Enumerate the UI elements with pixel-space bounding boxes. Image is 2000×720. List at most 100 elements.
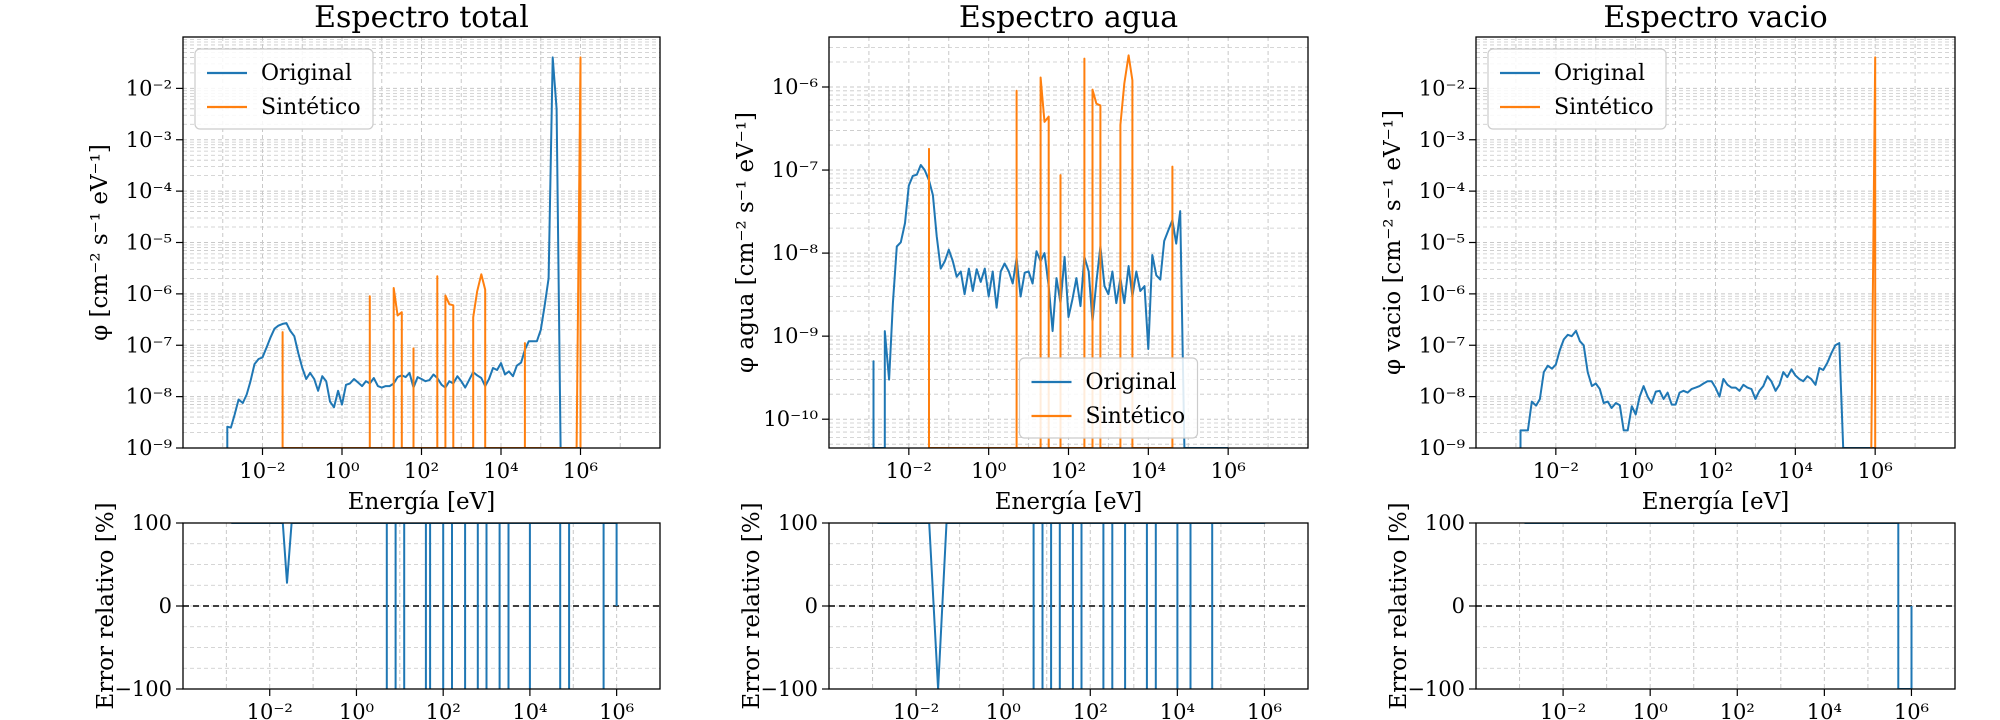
x-axis-label: Energía [eV] xyxy=(348,489,495,515)
water-spectrum-panel: 10⁻² 10⁰ 10² 10⁴ 10⁶ 10⁻¹⁰ 10⁻⁹ 10⁻⁸ 10⁻⁷ 10⁻⁶ Esp… xyxy=(733,0,1309,515)
chart-title: Espectro agua xyxy=(959,0,1178,35)
y-tick-label: 10⁻⁹ xyxy=(1419,436,1465,460)
sint-tico-series-line xyxy=(1870,56,1877,448)
y-tick-label: 10⁻⁷ xyxy=(1419,333,1465,357)
original-series-line xyxy=(1519,329,1876,448)
y-tick-label: 10⁻⁴ xyxy=(1419,179,1465,203)
y-tick-label: −100 xyxy=(114,677,172,701)
y-axis-label: φ agua [cm⁻² s⁻¹ eV⁻¹] xyxy=(733,112,759,373)
total-error-panel: 10⁻² 10⁰ 10² 10⁴ 10⁶ −100 0 100 Error relativo [… xyxy=(93,502,661,720)
y-tick-label: 10⁻⁹ xyxy=(126,436,172,460)
vacuum-spectrum-panel: 10⁻² 10⁰ 10² 10⁴ 10⁶ 10⁻⁹ 10⁻⁸ 10⁻⁷ 10⁻⁶ 10⁻⁵ 10⁻⁴… xyxy=(1380,0,1956,515)
y-tick-label: 10⁻⁴ xyxy=(126,179,172,203)
chart-title: Espectro vacio xyxy=(1603,0,1827,35)
legend: Original Sintético xyxy=(1487,48,1667,130)
y-tick-label: 10⁻⁶ xyxy=(126,282,172,306)
x-tick-label: 10⁻² xyxy=(1533,459,1579,483)
y-tick-label: 0 xyxy=(805,594,818,618)
vacuum-error-panel: 10⁻² 10⁰ 10² 10⁴ 10⁶ −100 0 100 Error relativo [… xyxy=(1386,502,1956,720)
legend-box xyxy=(1018,357,1199,439)
y-axis-label: Error relativo [%] xyxy=(1386,502,1412,709)
y-tick-label: 10⁻⁶ xyxy=(1419,282,1465,306)
y-axis-label: Error relativo [%] xyxy=(93,502,119,709)
x-tick-label: 10⁴ xyxy=(512,700,547,720)
water-error-series xyxy=(877,523,1266,689)
x-tick-label: 10⁰ xyxy=(971,459,1006,483)
legend-label: Sintético xyxy=(261,95,361,120)
water-spectrum-series xyxy=(872,54,1229,448)
x-tick-label: 10⁰ xyxy=(1618,459,1653,483)
x-tick-label: 10⁴ xyxy=(483,459,518,483)
x-tick-label: 10⁴ xyxy=(1131,459,1166,483)
y-tick-label: 10⁻³ xyxy=(126,128,172,152)
y-tick-label: 10⁻² xyxy=(1419,76,1465,100)
x-tick-label: 10⁶ xyxy=(563,459,598,483)
x-tick-label: 10⁶ xyxy=(1211,459,1246,483)
x-tick-label: 10⁶ xyxy=(599,700,634,720)
legend: Original Sintético xyxy=(1018,357,1199,439)
legend: Original Sintético xyxy=(194,48,374,130)
y-tick-label: −100 xyxy=(1407,677,1465,701)
y-tick-label: 10⁻⁵ xyxy=(126,231,172,255)
vacuum-spectrum-series xyxy=(1519,56,1877,448)
vacuum-error-series xyxy=(1524,523,1913,689)
total-spectrum-panel: 10⁻² 10⁰ 10² 10⁴ 10⁶ 10⁻⁹ 10⁻⁸ 10⁻⁷ 10⁻⁶ 10⁻⁵ 10⁻⁴… xyxy=(87,0,661,515)
x-tick-label: 10⁻² xyxy=(893,700,939,720)
x-tick-label: 10⁰ xyxy=(1633,700,1668,720)
y-tick-label: 10⁻⁸ xyxy=(1419,385,1465,409)
y-tick-label: 10⁻² xyxy=(126,76,172,100)
legend-label: Sintético xyxy=(1554,95,1654,120)
y-tick-label: 10⁻⁸ xyxy=(772,241,818,265)
x-tick-label: 10² xyxy=(1073,700,1108,720)
legend-label: Original xyxy=(1554,61,1645,86)
x-tick-label: 10⁰ xyxy=(986,700,1021,720)
legend-label: Original xyxy=(1086,370,1177,395)
x-tick-label: 10⁰ xyxy=(324,459,359,483)
y-axis-label: Error relativo [%] xyxy=(739,502,765,709)
y-tick-label: 100 xyxy=(1425,511,1465,535)
y-tick-label: 10⁻⁷ xyxy=(772,158,818,182)
x-tick-label: 10⁴ xyxy=(1778,459,1813,483)
error-series-line xyxy=(1524,523,1913,689)
x-tick-label: 10⁴ xyxy=(1807,700,1842,720)
y-tick-label: 10⁻⁷ xyxy=(126,333,172,357)
x-tick-label: 10⁻² xyxy=(247,700,293,720)
legend-box xyxy=(194,48,374,130)
x-tick-label: 10⁶ xyxy=(1858,459,1893,483)
x-axis-label: Energía [eV] xyxy=(995,489,1142,515)
y-tick-label: 0 xyxy=(159,594,172,618)
x-axis-label: Energía [eV] xyxy=(1642,489,1789,515)
y-tick-label: 10⁻³ xyxy=(1419,128,1465,152)
y-tick-label: 10⁻⁹ xyxy=(772,324,818,348)
x-tick-label: 10⁻² xyxy=(886,459,932,483)
x-tick-label: 10² xyxy=(1720,700,1755,720)
x-tick-label: 10⁻² xyxy=(239,459,285,483)
error-series-line xyxy=(877,523,1266,689)
x-tick-label: 10⁴ xyxy=(1160,700,1195,720)
y-axis-label: φ [cm⁻² s⁻¹ eV⁻¹] xyxy=(87,144,113,341)
x-tick-label: 10⁰ xyxy=(339,700,374,720)
chart-title: Espectro total xyxy=(314,0,529,35)
x-tick-label: 10⁶ xyxy=(1894,700,1929,720)
y-tick-label: 10⁻⁸ xyxy=(126,385,172,409)
y-tick-label: 100 xyxy=(778,511,818,535)
x-tick-label: 10² xyxy=(426,700,461,720)
y-tick-label: 10⁻⁶ xyxy=(772,75,818,99)
x-tick-label: 10⁻² xyxy=(1540,700,1586,720)
y-tick-label: −100 xyxy=(760,677,818,701)
water-error-panel: 10⁻² 10⁰ 10² 10⁴ 10⁶ −100 0 100 Error relativo [… xyxy=(739,502,1309,720)
y-axis-label: φ vacio [cm⁻² s⁻¹ eV⁻¹] xyxy=(1380,110,1406,375)
y-tick-label: 100 xyxy=(132,511,172,535)
total-spectrum-series xyxy=(226,56,582,448)
legend-label: Original xyxy=(261,61,352,86)
y-tick-label: 10⁻⁵ xyxy=(1419,231,1465,255)
x-tick-label: 10² xyxy=(404,459,439,483)
sint-tico-series-line xyxy=(928,54,1174,448)
y-tick-label: 0 xyxy=(1452,594,1465,618)
x-tick-label: 10⁶ xyxy=(1247,700,1282,720)
x-tick-label: 10² xyxy=(1051,459,1086,483)
legend-box xyxy=(1487,48,1667,130)
y-tick-label: 10⁻¹⁰ xyxy=(763,407,818,431)
x-tick-label: 10² xyxy=(1698,459,1733,483)
